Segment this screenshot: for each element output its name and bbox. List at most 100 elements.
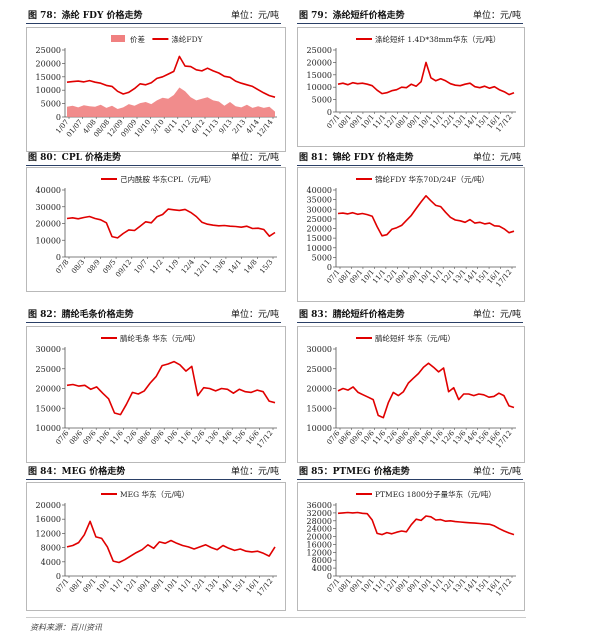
y-tick-label: 20000 [307,385,332,394]
y-tick-label: 4000 [41,558,61,567]
y-tick-label: 25000 [36,46,61,55]
x-tick-label: 2/13 [231,118,247,135]
y-tick-label: 30000 [36,345,61,354]
y-tick-label: 0 [327,263,332,272]
y-tick-label: 16000 [307,540,332,549]
y-tick-label: 20000 [307,58,332,67]
chart-svg: 腈纶短纤 华东（元/吨）100001500020000250003000007/… [307,333,516,450]
x-tick-label: 8/11 [163,118,179,135]
unit-label: 单位：元/吨 [230,467,279,477]
panel-header-fig85: 图 85：PTMEG 价格走势 单位：元/吨 [297,465,523,480]
unit-label: 单位：元/吨 [472,310,521,320]
unit-label: 单位：元/吨 [230,11,279,21]
chart-fig83: 腈纶短纤 华东（元/吨） 10000 15000 20000 25000 30000 07/… [297,326,525,463]
legend-label: 涤纶短纤 1.4D*38mm华东（元/吨） [375,34,500,44]
x-tick-label: 14/8 [243,258,259,275]
y-tick-label: 5000 [312,96,332,105]
x-tick-label: 10/6 [163,429,180,447]
x-tick-label: 1/12 [177,118,193,135]
x-tick-label: 12/6 [190,429,207,447]
x-tick-label: 11/1 [177,577,193,594]
y-tick-label: 0 [327,108,332,117]
legend-swatch [111,35,125,42]
unit-label: 单位：元/吨 [230,310,279,320]
x-tick-label: 09/1 [149,577,165,594]
unit-label: 单位：元/吨 [230,153,279,163]
figure-title: 图 84：MEG 价格走势 [28,467,126,477]
y-tick-label: 40000 [36,186,61,195]
chart-svg: 涤纶短纤 1.4D*38mm华东（元/吨） 0 5000 10000 15000 2000… [307,34,516,134]
y-tick-label: 25000 [307,215,332,224]
y-tick-label: 30000 [307,345,332,354]
y-tick-label: 0 [56,572,61,581]
panel-header-fig84: 图 84：MEG 价格走势 单位：元/吨 [26,465,281,480]
legend-label: 己内酰胺 华东CPL（元/吨） [120,174,216,184]
source-note: 资料来源：百川资讯 [30,623,102,632]
y-tick-label: 8000 [312,556,332,565]
unit-label: 单位：元/吨 [472,11,521,21]
chart-svg: 腈纶毛条 华东（元/吨）100001500020000250003000007/… [36,333,277,450]
x-tick-label: 12/1 [122,577,138,594]
y-tick-label: 25000 [307,365,332,374]
chart-fig80: 己内酰胺 华东CPL（元/吨） 0 10000 20000 30000 40000 07/8… [26,167,286,292]
y-tick-label: 8000 [41,544,61,553]
x-tick-label: 15/3 [258,258,274,275]
y-tick-label: 36000 [307,501,332,510]
y-tick-label: 0 [56,253,61,262]
y-tick-label: 35000 [307,196,332,205]
series-line [66,208,276,239]
x-tick-label: 12/6 [122,429,139,447]
y-tick-label: 15000 [36,404,61,413]
x-tick-label: 13/6 [211,258,228,276]
x-tick-label: 09/12 [114,258,133,279]
y-tick-label: 10000 [36,424,61,433]
figure-title: 图 80：CPL 价格走势 [28,153,122,163]
x-tick-label: 11/6 [109,429,126,447]
x-tick-label: 3/10 [149,118,165,135]
x-tick-label: 09/6 [81,429,98,447]
series-line [66,55,276,98]
y-tick-label: 32000 [307,509,332,518]
x-tick-label: 08/1 [68,577,84,594]
y-tick-label: 15000 [307,234,332,243]
x-tick-label: 08/6 [136,429,153,447]
y-tick-label: 24000 [307,525,332,534]
x-tick-label: 10/1 [95,577,111,594]
series-area [67,87,275,117]
panel-header-fig82: 图 82：腈纶毛条价格走势 单位：元/吨 [26,308,281,323]
y-tick-label: 28000 [307,517,332,526]
x-tick-label: 08/3 [70,258,86,275]
x-tick-label: 11/2 [148,258,164,275]
chart-fig78: 价差 涤纶FDY 0 5000 10000 15000 20000 25000 1/07 01/0… [26,27,286,152]
y-tick-label: 10000 [36,86,61,95]
panel-header-fig79: 图 79：涤纶短纤价格走势 单位：元/吨 [297,9,523,24]
chart-svg: 价差 涤纶FDY05000100001500020000250001/0701/0… [36,34,277,139]
x-tick-label: 12/14 [255,118,274,139]
x-tick-label: 09/6 [149,429,166,447]
y-tick-label: 20000 [36,385,61,394]
legend-label: 涤纶FDY [171,34,203,44]
y-tick-label: 5000 [41,100,61,109]
y-tick-label: 0 [56,113,61,122]
y-tick-label: 10000 [307,424,332,433]
panel-header-fig80: 图 80：CPL 价格走势 单位：元/吨 [26,151,281,166]
panel-header-fig78: 图 78：涤纶 FDY 价格走势 单位：元/吨 [26,9,281,24]
y-tick-label: 15000 [36,73,61,82]
x-tick-label: 15/6 [231,429,248,447]
legend-label: 价差 [130,34,145,44]
series-line [337,362,515,419]
figure-title: 图 79：涤纶短纤价格走势 [299,11,405,21]
chart-fig81: 锦纶FDY 华东70D/24F（元/吨） 0 5000 10000 15000 20000… [297,167,525,302]
y-tick-label: 25000 [307,46,332,55]
series-line [337,195,515,237]
x-tick-label: 08/6 [68,429,85,447]
y-tick-label: 30000 [36,203,61,212]
series-line [337,61,515,96]
y-tick-label: 16000 [36,515,61,524]
y-tick-label: 20000 [36,220,61,229]
y-tick-label: 12000 [307,548,332,557]
figure-title: 图 78：涤纶 FDY 价格走势 [28,11,143,21]
chart-fig85: PTMEG 1800分子量华东（元/吨） 0 4000 8000 12000 16000 2… [297,482,525,611]
y-tick-label: 10000 [307,83,332,92]
x-tick-label: 9/13 [217,118,233,135]
